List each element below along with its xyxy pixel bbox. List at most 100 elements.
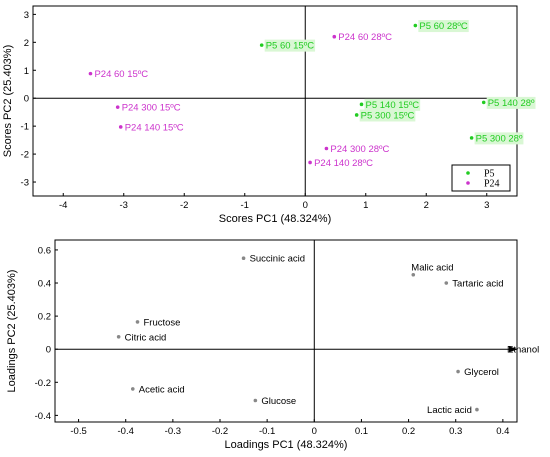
score-label: P5 140 28º	[488, 98, 535, 109]
score-label-background	[123, 121, 185, 134]
score-point-p5-300-15-c: P5 300 15ºC	[354, 109, 416, 122]
loading-point-acetic-acid: Acetic acid	[130, 384, 185, 395]
score-label-background	[329, 143, 391, 155]
x-tick-label: -0.4	[118, 426, 134, 437]
score-marker	[88, 71, 93, 76]
scores-x-axis-label: Scores PC1 (48.324%)	[219, 213, 332, 225]
score-marker	[308, 160, 312, 165]
loadings-plot: -0.5 -0.4 -0.3 -0.2 -0.1 0 0.1 0.2 0.3 0.4 -0.4-0…	[6, 239, 539, 451]
y-tick-label: 1	[24, 66, 29, 77]
score-label: P24 300 28ºC	[330, 144, 389, 155]
y-tick-label: -0.2	[35, 378, 51, 389]
score-point-p24-300-28-c: P24 300 28ºC	[324, 143, 391, 155]
loadings-y-ticks: -0.4 -0.2 0 0.2 0.4 0.6	[35, 245, 58, 422]
loading-label: Citric acid	[125, 332, 167, 343]
score-label-background	[313, 156, 375, 169]
score-label: P5 300 28º	[476, 133, 523, 144]
y-tick-label: 0.4	[38, 279, 51, 290]
score-marker	[118, 125, 123, 129]
x-tick-label: -1	[241, 200, 249, 211]
x-tick-label: -0.2	[212, 426, 228, 437]
scores-x-ticks: -4 -3 -2 -1 0 1 2 3	[59, 193, 489, 211]
y-tick-label: 0	[46, 345, 51, 356]
loading-label: Succinic acid	[250, 254, 305, 265]
x-tick-label: -2	[180, 200, 188, 211]
loading-marker	[456, 369, 460, 374]
x-tick-label: -0.1	[259, 426, 275, 437]
score-point-p24-60-15-c: P24 60 15ºC	[88, 68, 150, 81]
score-label: P24 140 15ºC	[125, 122, 184, 133]
legend-label-p24: P24	[484, 179, 500, 190]
loading-marker	[411, 272, 416, 277]
score-point-p5-140-28: P5 140 28º	[481, 96, 536, 109]
loading-point-citric-acid: Citric acid	[116, 332, 167, 343]
x-tick-label: 0.4	[496, 426, 509, 437]
loadings-plot-frame	[54, 239, 518, 423]
score-marker	[115, 105, 120, 109]
score-marker	[332, 34, 337, 39]
y-tick-label: 0.2	[38, 312, 51, 323]
x-tick-label: -0.3	[165, 426, 181, 437]
x-tick-label: 0.1	[355, 426, 368, 437]
score-label-background	[337, 31, 393, 44]
x-tick-label: 1	[363, 200, 368, 211]
x-tick-label: 3	[484, 200, 489, 211]
scores-y-axis-label: Scores PC2 (25.403%)	[2, 45, 14, 158]
score-label-background	[93, 68, 150, 81]
loading-point-ethanol: Ethanol	[507, 345, 539, 356]
loading-label: Tartaric acid	[452, 279, 503, 290]
y-tick-label: -2	[21, 150, 29, 161]
score-label-background	[364, 98, 421, 111]
y-tick-label: -0.4	[35, 411, 51, 422]
loading-marker	[135, 320, 140, 324]
scores-y-ticks: -3 -2 -1 0 1 2 3	[21, 10, 36, 189]
loading-point-malic-acid: Malic acid	[411, 263, 454, 277]
x-tick-label: 0.3	[449, 426, 462, 437]
y-tick-label: 3	[24, 10, 29, 21]
score-label: P24 140 28ºC	[314, 158, 373, 169]
loading-label: Lactic acid	[427, 405, 472, 416]
y-tick-label: 2	[24, 38, 29, 49]
x-tick-label: 0.2	[402, 426, 415, 437]
score-point-p5-140-15-c: P5 140 15ºC	[359, 98, 421, 111]
score-marker	[481, 100, 486, 105]
score-label-background	[418, 20, 469, 33]
x-tick-label: -0.5	[70, 426, 86, 437]
loading-point-fructose: Fructose	[135, 317, 181, 328]
score-label: P5 300 15ºC	[361, 110, 415, 121]
loadings-x-ticks: -0.5 -0.4 -0.3 -0.2 -0.1 0 0.1 0.2 0.3 0.4	[70, 419, 509, 437]
score-point-p24-300-15-c: P24 300 15ºC	[115, 101, 182, 114]
score-label: P24 300 15ºC	[122, 103, 181, 114]
legend-box	[451, 164, 511, 192]
legend-label-p5: P5	[484, 169, 495, 180]
legend-marker-p5	[466, 171, 470, 175]
y-tick-label: -3	[21, 178, 29, 189]
score-point-p24-140-15-c: P24 140 15ºC	[118, 121, 185, 134]
score-label-background	[264, 39, 316, 52]
score-marker	[354, 113, 359, 117]
loading-point-lactic-acid: Lactic acid	[427, 405, 479, 416]
x-tick-label: 0	[312, 426, 317, 437]
loading-point-glycerol: Glycerol	[456, 367, 499, 378]
score-point-p5-60-28-c: P5 60 28ºC	[413, 20, 469, 33]
score-marker	[413, 23, 418, 28]
score-label-background	[474, 132, 524, 145]
score-point-p5-60-15-c: P5 60 15ºC	[259, 39, 316, 52]
loadings-points: Succinic acid Malic acid Tartaric acid Fruc…	[116, 254, 539, 416]
loadings-axis-arrowhead	[509, 346, 518, 353]
score-point-p24-60-28-c: P24 60 28ºC	[332, 31, 393, 44]
loading-label: Ethanol	[507, 345, 539, 356]
score-label: P5 140 15ºC	[366, 100, 420, 111]
x-tick-label: -4	[59, 200, 67, 211]
y-tick-label: 0.6	[38, 245, 51, 256]
loading-marker	[475, 407, 479, 412]
loading-marker	[130, 387, 135, 391]
score-label: P24 60 28ºC	[338, 32, 392, 43]
score-point-p5-300-28: P5 300 28º	[469, 132, 524, 145]
y-tick-label: 0	[24, 94, 29, 105]
score-label-background	[120, 101, 182, 114]
loading-label: Fructose	[144, 317, 181, 328]
